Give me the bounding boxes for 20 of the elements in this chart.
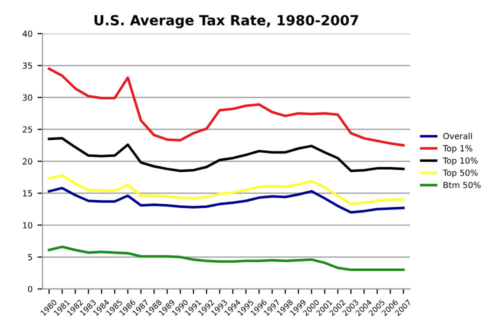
legend-label: Top 1% [442, 145, 472, 154]
legend-label: Btm 50% [444, 182, 481, 188]
legend-label: Top 10% [442, 157, 478, 166]
chart-title: U.S. Average Tax Rate, 1980-2007 [94, 14, 358, 28]
y-tick-label: 10 [23, 222, 32, 228]
line-series [48, 137, 405, 172]
y-tick-label: 30 [22, 94, 32, 101]
line-series [48, 186, 405, 214]
y-tick-label: 35 [22, 62, 32, 69]
y-tick-label: 25 [22, 126, 32, 133]
legend-label: Top 50% [442, 170, 478, 178]
y-tick-label: 15 [23, 190, 32, 196]
line-series [48, 67, 405, 147]
y-tick-label: 5 [28, 254, 32, 260]
line-series [48, 174, 405, 206]
y-tick-label: 20 [22, 158, 32, 165]
y-tick-label: 0 [28, 286, 32, 292]
y-tick-label: 40 [22, 30, 32, 37]
line-series [48, 246, 405, 272]
legend-label: Overall [443, 132, 472, 140]
